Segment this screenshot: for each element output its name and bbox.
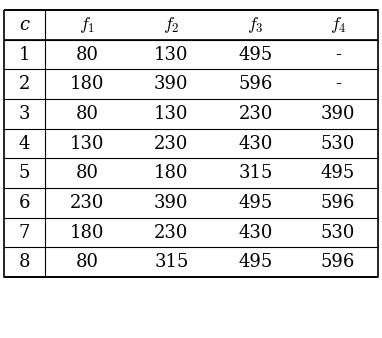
Text: 3: 3 <box>19 105 30 123</box>
Text: 230: 230 <box>154 135 189 153</box>
Text: 5: 5 <box>19 164 30 182</box>
Text: 130: 130 <box>70 135 104 153</box>
Text: 530: 530 <box>321 224 355 242</box>
Text: 130: 130 <box>154 46 189 64</box>
Text: 596: 596 <box>321 253 355 271</box>
Text: $f_2$: $f_2$ <box>163 15 180 35</box>
Text: $f_4$: $f_4$ <box>330 15 346 35</box>
Text: 430: 430 <box>238 224 273 242</box>
Text: 390: 390 <box>320 105 355 123</box>
Text: 495: 495 <box>238 194 273 212</box>
Text: 596: 596 <box>321 194 355 212</box>
Text: 530: 530 <box>321 135 355 153</box>
Text: 180: 180 <box>154 164 189 182</box>
Text: 8: 8 <box>19 253 30 271</box>
Text: 495: 495 <box>238 253 273 271</box>
Text: 80: 80 <box>76 253 99 271</box>
Text: 2: 2 <box>19 75 30 93</box>
Text: 596: 596 <box>238 75 273 93</box>
Text: 80: 80 <box>76 105 99 123</box>
Text: -: - <box>335 75 341 93</box>
Text: 390: 390 <box>154 194 189 212</box>
Text: 390: 390 <box>154 75 189 93</box>
Text: 315: 315 <box>238 164 273 182</box>
Text: 430: 430 <box>238 135 273 153</box>
Text: 315: 315 <box>154 253 189 271</box>
Text: 80: 80 <box>76 164 99 182</box>
Text: -: - <box>335 46 341 64</box>
Text: 230: 230 <box>238 105 273 123</box>
Text: 230: 230 <box>70 194 104 212</box>
Text: 7: 7 <box>19 224 30 242</box>
Text: 1: 1 <box>19 46 30 64</box>
Text: c: c <box>19 16 29 34</box>
Text: 495: 495 <box>238 46 273 64</box>
Text: 180: 180 <box>70 75 104 93</box>
Text: 80: 80 <box>76 46 99 64</box>
Text: 230: 230 <box>154 224 189 242</box>
Text: 6: 6 <box>19 194 30 212</box>
Text: 180: 180 <box>70 224 104 242</box>
Text: 4: 4 <box>19 135 30 153</box>
Text: $f_3$: $f_3$ <box>247 15 264 35</box>
Text: $f_1$: $f_1$ <box>79 15 95 35</box>
Text: 495: 495 <box>321 164 355 182</box>
Text: 130: 130 <box>154 105 189 123</box>
